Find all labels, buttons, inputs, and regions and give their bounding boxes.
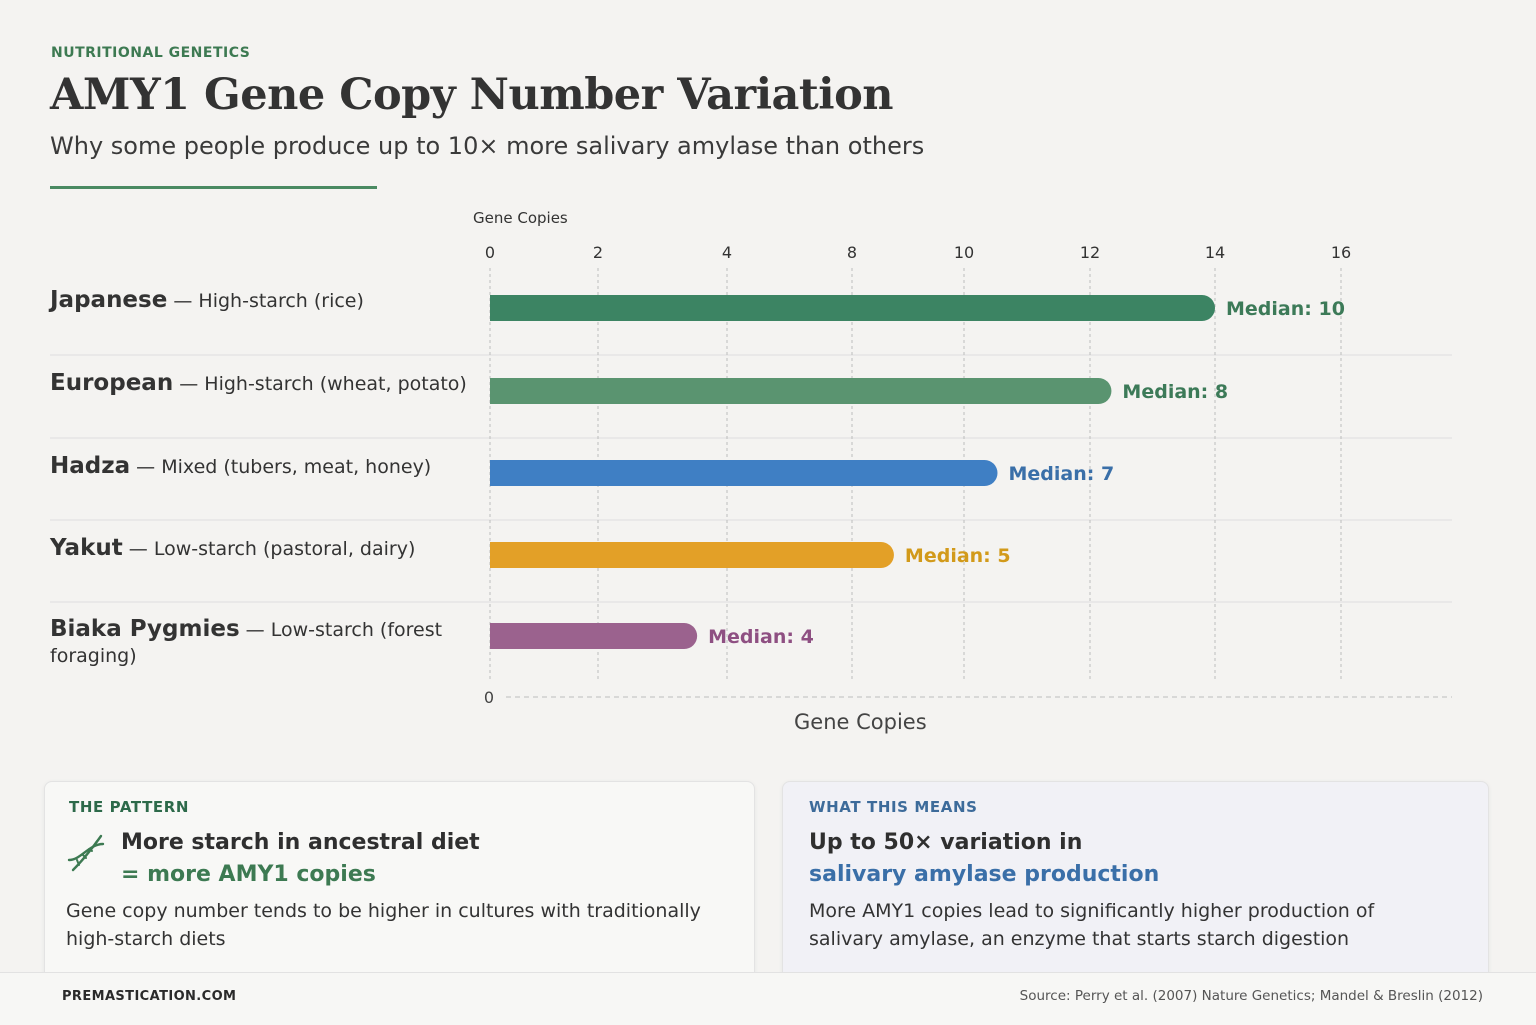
meaning-card-body: More AMY1 copies lead to significantly h… bbox=[809, 900, 1375, 950]
separator-dash: — bbox=[122, 538, 154, 560]
row-label: Hadza — Mixed (tubers, meat, honey) bbox=[50, 453, 470, 480]
bar-left-cap bbox=[490, 542, 504, 568]
pattern-card-headline: More starch in ancestral diet = more AMY… bbox=[121, 827, 480, 891]
pattern-card-eyebrow: THE PATTERN bbox=[69, 798, 190, 816]
category-description: Low-starch (forest foraging) bbox=[50, 619, 443, 667]
footer: PREMASTICATION.COM Source: Perry et al. … bbox=[0, 972, 1536, 1025]
meaning-card-eyebrow: WHAT THIS MEANS bbox=[809, 798, 978, 816]
tick-label: 16 bbox=[1331, 243, 1351, 262]
separator-dash: — bbox=[167, 290, 199, 312]
category-description: Mixed (tubers, meat, honey) bbox=[161, 456, 432, 478]
tick-label: 10 bbox=[954, 243, 974, 262]
row-label: Biaka Pygmies — Low-starch (forest forag… bbox=[50, 616, 470, 669]
category-label: European bbox=[50, 370, 174, 396]
pattern-card-body: Gene copy number tends to be higher in c… bbox=[66, 900, 701, 950]
data-label: Median: 8 bbox=[1122, 381, 1228, 403]
separator-dash: — bbox=[130, 456, 162, 478]
separator-dash: — bbox=[239, 619, 271, 641]
pattern-headline-line2: = more AMY1 copies bbox=[121, 862, 376, 887]
eyebrow-label: NUTRITIONAL GENETICS bbox=[51, 45, 251, 61]
category-description: High-starch (rice) bbox=[198, 290, 364, 312]
title-divider bbox=[50, 186, 377, 189]
footer-source: Source: Perry et al. (2007) Nature Genet… bbox=[1019, 988, 1483, 1004]
category-label: Hadza bbox=[50, 453, 131, 479]
tick-label: 12 bbox=[1080, 243, 1100, 262]
bar-left-cap bbox=[490, 295, 504, 321]
data-label: Median: 10 bbox=[1226, 298, 1345, 320]
bar bbox=[490, 460, 998, 486]
row-label: Japanese — High-starch (rice) bbox=[50, 287, 470, 314]
bar bbox=[490, 295, 1215, 321]
row-label: European — High-starch (wheat, potato) bbox=[50, 370, 470, 397]
meaning-card-headline: Up to 50× variation in salivary amylase … bbox=[809, 827, 1159, 891]
bar-left-cap bbox=[490, 623, 504, 649]
data-label: Median: 7 bbox=[1009, 463, 1115, 485]
tick-label: 8 bbox=[847, 243, 857, 262]
page-subtitle: Why some people produce up to 10× more s… bbox=[50, 132, 925, 160]
tick-label: 2 bbox=[593, 243, 603, 262]
tick-label: 0 bbox=[485, 243, 495, 262]
bar bbox=[490, 542, 894, 568]
footer-brand: PREMASTICATION.COM bbox=[62, 989, 237, 1004]
row-label: Yakut — Low-starch (pastoral, dairy) bbox=[50, 535, 470, 562]
tick-label: 14 bbox=[1205, 243, 1225, 262]
x-axis-top-title: Gene Copies bbox=[473, 209, 568, 227]
category-description: High-starch (wheat, potato) bbox=[204, 373, 467, 395]
category-label: Biaka Pygmies bbox=[50, 616, 240, 642]
data-label: Median: 4 bbox=[708, 626, 814, 648]
data-label: Median: 5 bbox=[905, 545, 1011, 567]
category-description: Low-starch (pastoral, dairy) bbox=[153, 538, 416, 560]
category-label: Yakut bbox=[50, 535, 123, 561]
pattern-card: THE PATTERN More starch in ancestral die… bbox=[44, 781, 755, 983]
category-label: Japanese bbox=[50, 287, 168, 313]
bar-left-cap bbox=[490, 378, 504, 404]
bar-chart: 0 2 4 8 10 12 14 16 0 Median: 10 Median: 8 Median: … bbox=[50, 243, 1452, 707]
page-title: AMY1 Gene Copy Number Variation bbox=[50, 70, 894, 120]
separator-dash: — bbox=[173, 373, 205, 395]
tick-label: 4 bbox=[722, 243, 732, 262]
meaning-headline-line1: Up to 50× variation in bbox=[809, 830, 1083, 855]
meaning-headline-line2: salivary amylase production bbox=[809, 862, 1160, 887]
x-axis-title: Gene Copies bbox=[794, 710, 927, 734]
dna-icon bbox=[67, 834, 105, 872]
meaning-card: WHAT THIS MEANS Up to 50× variation in s… bbox=[782, 781, 1489, 983]
bar bbox=[490, 378, 1112, 404]
bar bbox=[490, 623, 698, 649]
bottom-tick-label: 0 bbox=[484, 688, 494, 707]
bar-left-cap bbox=[490, 460, 504, 486]
pattern-headline-line1: More starch in ancestral diet bbox=[121, 830, 480, 855]
